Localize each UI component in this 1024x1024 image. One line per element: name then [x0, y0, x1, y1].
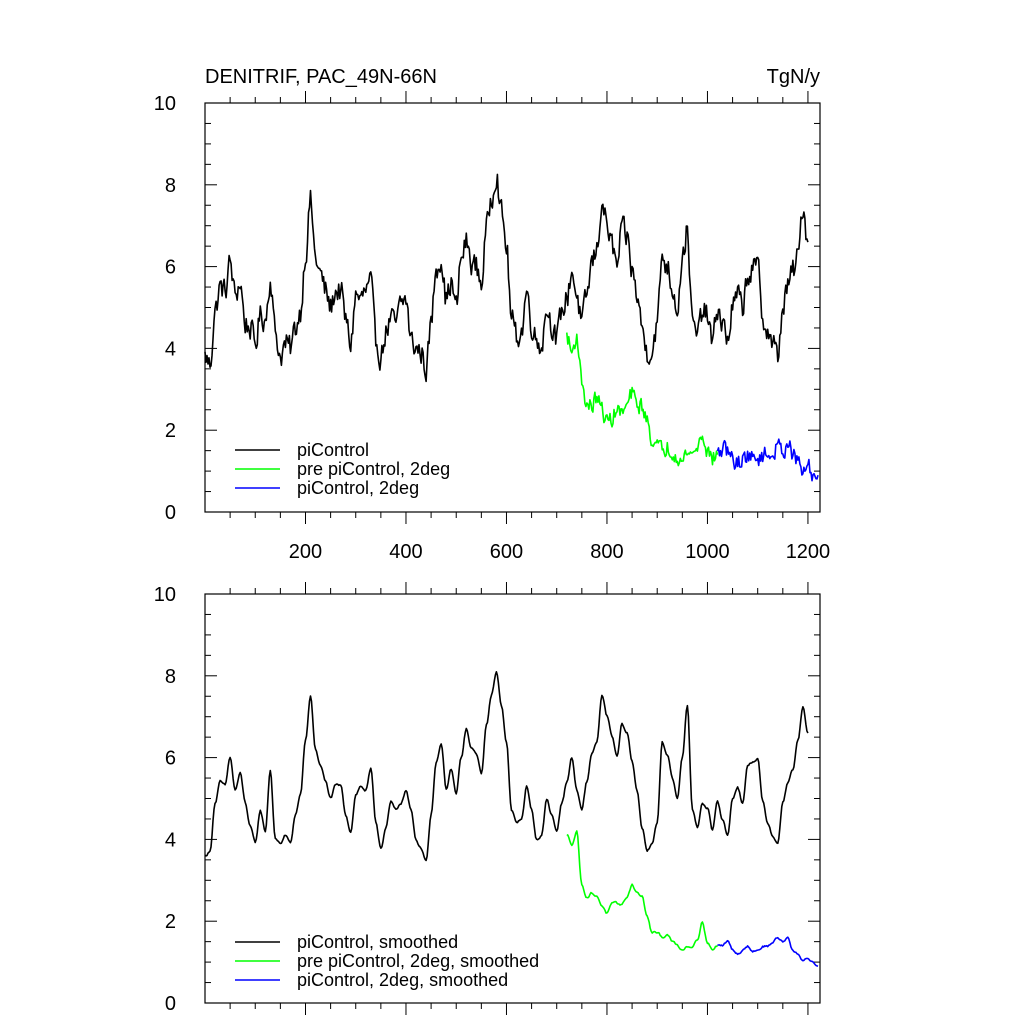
series-line-3: [717, 936, 819, 967]
y-tick-label: 2: [165, 911, 176, 933]
y-tick-label: 10: [154, 584, 176, 606]
legend-label: pre piControl, 2deg, smoothed: [297, 951, 539, 971]
y-tick-label: 4: [165, 829, 176, 851]
y-tick-label: 6: [165, 257, 176, 279]
series-line-3: [716, 438, 819, 482]
y-tick-label: 0: [165, 993, 176, 1015]
legend-label: piControl, 2deg: [297, 478, 419, 498]
series-line-2: [566, 332, 719, 467]
x-tick-label: 200: [289, 541, 322, 563]
y-tick-label: 8: [165, 666, 176, 688]
series-line-1: [204, 173, 809, 383]
legend-label: piControl, smoothed: [297, 932, 458, 952]
x-tick-label: 800: [590, 541, 623, 563]
y-tick-label: 0: [165, 502, 176, 524]
x-tick-label: 1000: [685, 541, 730, 563]
legend-label: pre piControl, 2deg: [297, 459, 450, 479]
y-tick-label: 6: [165, 748, 176, 770]
series-line-2: [566, 830, 718, 951]
y-tick-label: 8: [165, 175, 176, 197]
chart-units: TgN/y: [767, 66, 820, 88]
chart-title: DENITRIF, PAC_49N-66N: [205, 66, 437, 88]
legend-label: piControl, 2deg, smoothed: [297, 970, 508, 990]
x-tick-label: 400: [389, 541, 422, 563]
series-line-1: [204, 670, 809, 862]
chart-panel-1: 0 2 4 6 8 10 200 400 600 800 1000 1200 DENITRIF, PAC…: [154, 66, 830, 563]
x-tick-label: 1200: [786, 541, 831, 563]
legend-label: piControl: [297, 440, 369, 460]
x-tick-label: 600: [490, 541, 523, 563]
y-tick-label: 4: [165, 338, 176, 360]
y-tick-label: 2: [165, 420, 176, 442]
y-tick-label: 10: [154, 93, 176, 115]
